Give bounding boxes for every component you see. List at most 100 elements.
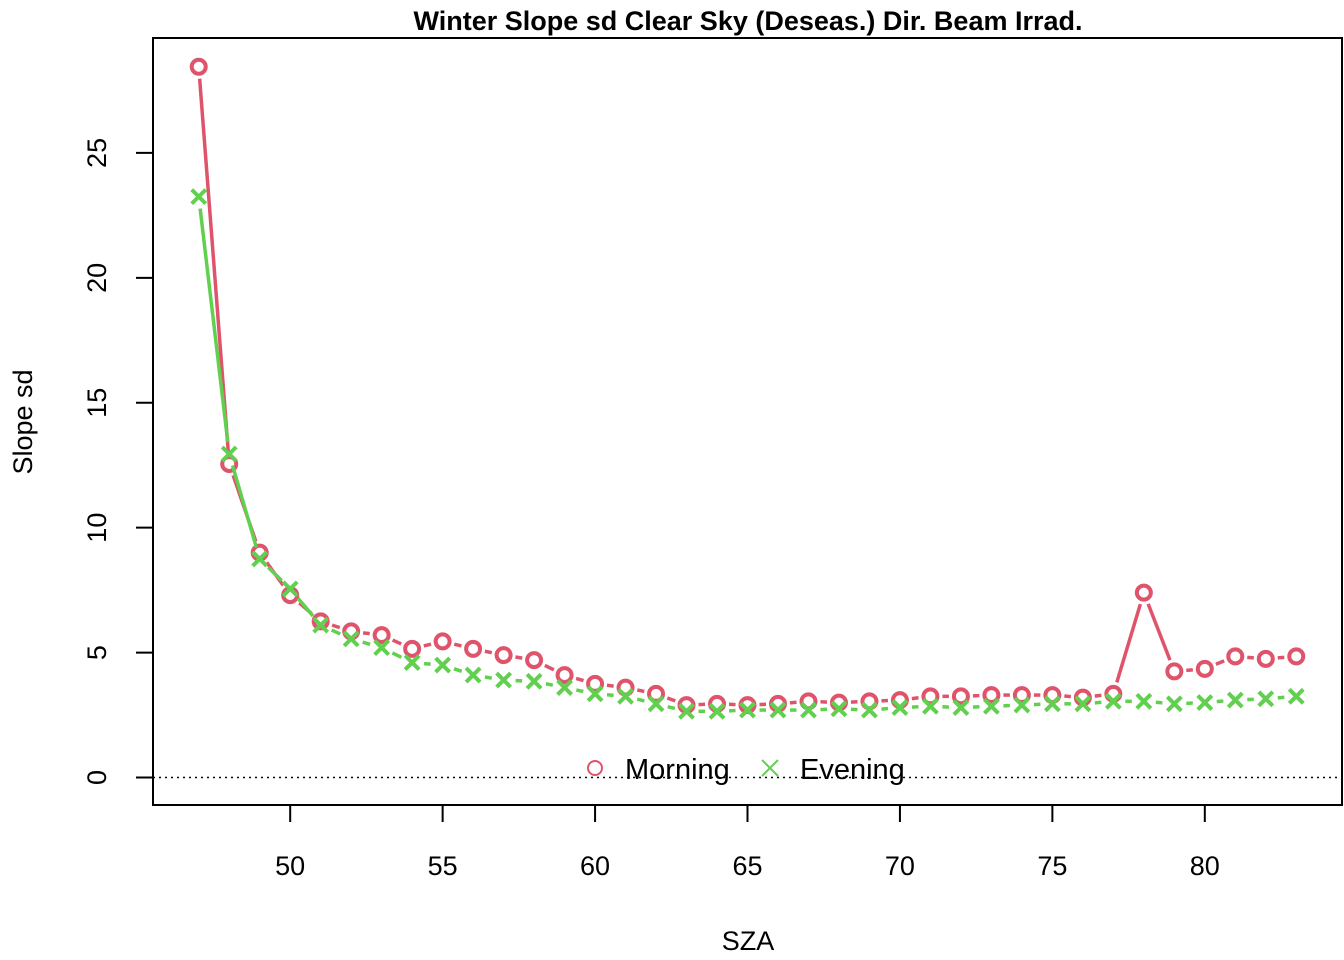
y-axis: 0 5 10 15 20 25 (82, 138, 154, 785)
y-axis-title: Slope sd (8, 369, 38, 474)
evening-point (1104, 692, 1122, 710)
morning-segment (544, 663, 555, 672)
evening-segment (545, 682, 554, 687)
evening-point (1196, 694, 1214, 711)
y-tick-label: 25 (82, 138, 112, 168)
legend-marker-evening (761, 759, 779, 777)
evening-segment (198, 208, 230, 443)
morning-segment (362, 631, 370, 636)
evening-segment (1216, 699, 1224, 704)
morning-point (464, 639, 483, 658)
evening-point (251, 550, 269, 568)
morning-segment (1064, 694, 1072, 699)
chart-title: Winter Slope sd Clear Sky (Deseas.) Dir.… (413, 6, 1082, 36)
x-tick-label: 70 (885, 851, 915, 881)
evening-point (678, 702, 695, 720)
morning-segment (423, 642, 432, 648)
morning-point (525, 651, 544, 670)
morning-point (647, 684, 666, 703)
evening-point (922, 697, 939, 715)
evening-segment (296, 596, 315, 618)
evening-point (586, 685, 604, 703)
morning-point (403, 639, 422, 658)
evening-point (891, 699, 909, 716)
x-tick-label: 65 (732, 851, 762, 881)
evening-segment (606, 693, 614, 698)
morning-segment (1146, 603, 1172, 661)
evening-point (1074, 695, 1092, 713)
evening-point (281, 580, 299, 598)
morning-segment (197, 78, 231, 453)
evening-segment (267, 566, 283, 582)
evening-point (464, 666, 482, 684)
evening-segment (1155, 700, 1163, 705)
y-tick-label: 20 (82, 263, 112, 293)
legend-marker-morning (587, 760, 603, 776)
evening-point (769, 701, 787, 719)
morning-point (494, 646, 513, 665)
evening-point (373, 639, 391, 657)
morning-point (372, 626, 391, 645)
morning-point (1165, 662, 1184, 681)
evening-point (982, 697, 1000, 715)
morning-segment (1247, 655, 1254, 660)
x-tick-label: 75 (1037, 851, 1067, 881)
morning-point (586, 674, 605, 693)
evening-segment (330, 628, 341, 636)
legend-label-evening: Evening (800, 754, 905, 786)
x-tick-label: 50 (275, 851, 305, 881)
morning-point (555, 666, 574, 685)
evening-point (342, 630, 360, 648)
x-tick-label: 80 (1190, 851, 1220, 881)
y-tick-label: 5 (82, 645, 112, 660)
evening-point (525, 672, 543, 690)
x-axis: 50 55 60 65 70 75 80 (275, 804, 1220, 881)
morning-segment (1215, 659, 1225, 666)
evening-segment (667, 704, 676, 711)
y-tick-label: 0 (82, 770, 112, 785)
evening-segment (391, 651, 403, 659)
morning-point (220, 454, 239, 473)
evening-segment (230, 465, 259, 548)
morning-segment (515, 655, 523, 660)
evening-point (1135, 692, 1153, 710)
morning-segment (606, 683, 614, 688)
evening-point (708, 702, 726, 720)
evening-point (556, 679, 573, 696)
morning-point (1195, 659, 1214, 678)
series-morning (189, 57, 1306, 715)
x-tick-label: 55 (428, 851, 458, 881)
evening-segment (1277, 695, 1285, 700)
evening-point (1287, 687, 1305, 705)
legend-label-morning: Morning (625, 754, 730, 786)
legend: Morning Evening (587, 754, 905, 786)
legend-item-evening: Evening (761, 754, 905, 786)
morning-segment (789, 700, 797, 705)
morning-point (1287, 647, 1306, 666)
morning-segment (1186, 668, 1193, 673)
series-layer (189, 57, 1306, 720)
evening-segment (453, 667, 463, 674)
morning-point (1256, 649, 1275, 668)
morning-segment (1277, 655, 1285, 660)
morning-segment (575, 676, 585, 683)
evening-point (403, 654, 421, 672)
evening-point (861, 701, 878, 719)
evening-point (190, 188, 208, 206)
plot-frame (152, 37, 1343, 806)
morning-segment (391, 638, 402, 646)
morning-segment (1115, 603, 1143, 683)
evening-point (1013, 696, 1031, 714)
evening-segment (881, 706, 889, 711)
x-axis-title: SZA (722, 926, 775, 956)
evening-point (647, 695, 665, 713)
morning-segment (911, 696, 919, 701)
evening-point (617, 687, 634, 705)
evening-point (1165, 695, 1183, 713)
morning-point (433, 632, 452, 651)
morning-segment (453, 642, 462, 648)
evening-point (952, 699, 970, 716)
morning-point (189, 57, 208, 76)
evening-point (495, 671, 513, 689)
morning-segment (636, 688, 645, 694)
